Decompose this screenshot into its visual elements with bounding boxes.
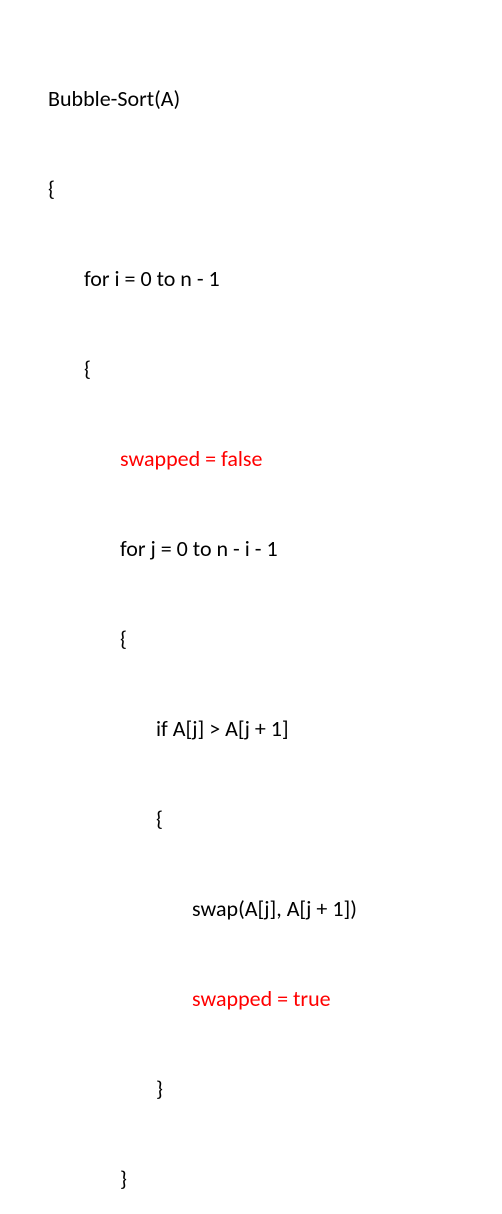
code-line-highlight: swapped = false [48, 444, 502, 474]
code-line: } [48, 1074, 502, 1104]
code-block: Bubble-Sort(A) { for i = 0 to n - 1 { sw… [0, 0, 502, 607]
code-line: Bubble-Sort(A) [48, 84, 502, 114]
code-line: } [48, 1164, 502, 1194]
code-line: swap(A[j], A[j + 1]) [48, 894, 502, 924]
code-line-highlight: swapped = true [48, 984, 502, 1014]
code-line: { [48, 174, 502, 204]
code-line: for j = 0 to n - i - 1 [48, 534, 502, 564]
code-line: { [48, 354, 502, 384]
code-line: { [48, 624, 502, 654]
code-line: { [48, 804, 502, 834]
code-line: if A[j] > A[j + 1] [48, 714, 502, 744]
code-line: for i = 0 to n - 1 [48, 264, 502, 294]
